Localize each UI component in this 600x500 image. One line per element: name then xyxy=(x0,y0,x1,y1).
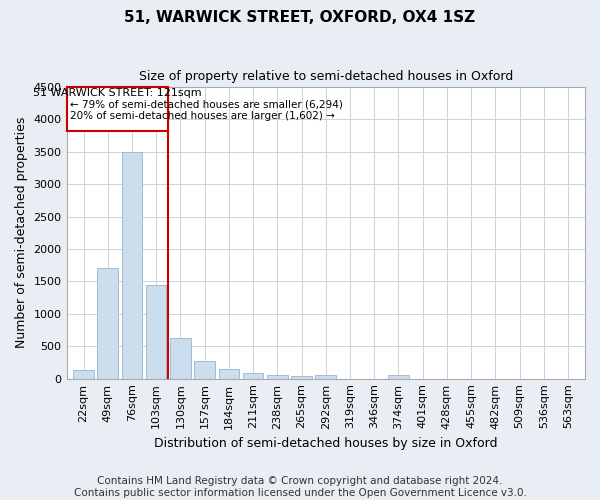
Bar xyxy=(97,268,118,378)
Text: 20% of semi-detached houses are larger (1,602) →: 20% of semi-detached houses are larger (… xyxy=(70,111,335,121)
Bar xyxy=(388,375,409,378)
Title: Size of property relative to semi-detached houses in Oxford: Size of property relative to semi-detach… xyxy=(139,70,513,83)
Bar xyxy=(267,375,287,378)
Bar xyxy=(291,376,312,378)
Text: ← 79% of semi-detached houses are smaller (6,294): ← 79% of semi-detached houses are smalle… xyxy=(70,100,343,110)
Y-axis label: Number of semi-detached properties: Number of semi-detached properties xyxy=(15,117,28,348)
Bar xyxy=(218,369,239,378)
Bar xyxy=(243,373,263,378)
Bar xyxy=(146,284,166,378)
X-axis label: Distribution of semi-detached houses by size in Oxford: Distribution of semi-detached houses by … xyxy=(154,437,497,450)
Text: 51 WARWICK STREET: 121sqm: 51 WARWICK STREET: 121sqm xyxy=(33,88,202,99)
Bar xyxy=(194,361,215,378)
Bar xyxy=(170,338,191,378)
Text: 51, WARWICK STREET, OXFORD, OX4 1SZ: 51, WARWICK STREET, OXFORD, OX4 1SZ xyxy=(124,10,476,25)
Bar xyxy=(316,375,336,378)
Bar xyxy=(67,87,168,131)
Text: Contains HM Land Registry data © Crown copyright and database right 2024.
Contai: Contains HM Land Registry data © Crown c… xyxy=(74,476,526,498)
Bar xyxy=(122,152,142,378)
Bar xyxy=(73,370,94,378)
